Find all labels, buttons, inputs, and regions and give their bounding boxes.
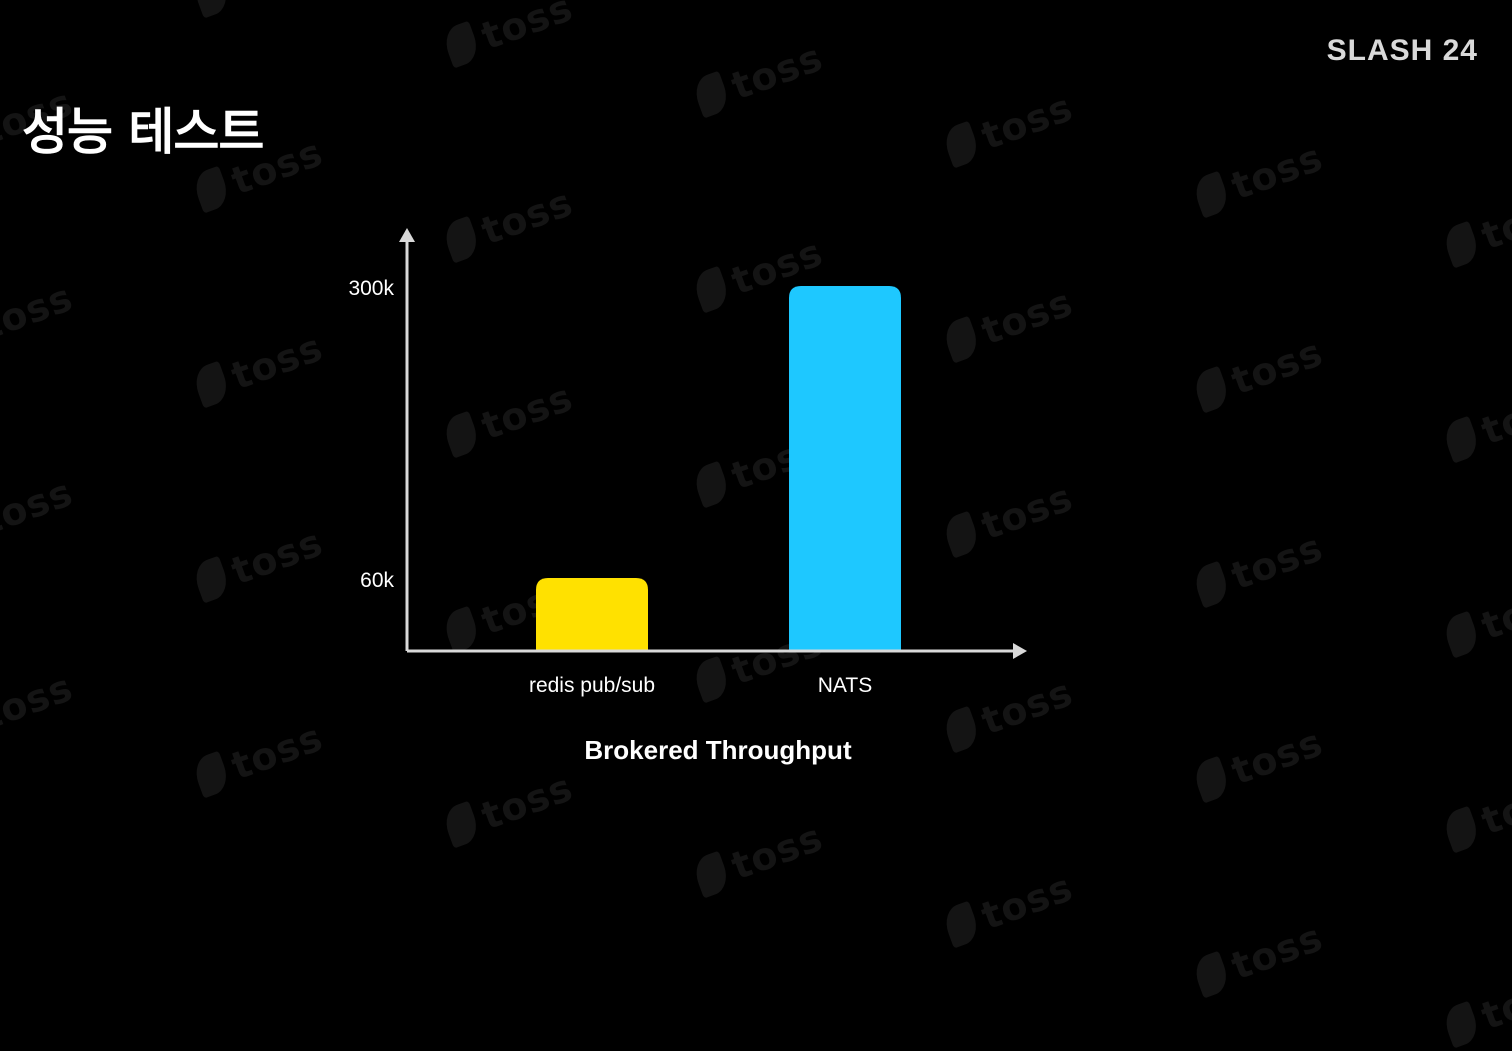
toss-leaf-icon <box>1440 1000 1483 1049</box>
toss-watermark: toss <box>1440 965 1512 1051</box>
toss-watermark: toss <box>940 865 1079 951</box>
brand-logo: SLASH 24 <box>1326 34 1478 67</box>
toss-leaf-icon <box>690 850 733 899</box>
toss-leaf-icon <box>940 900 983 949</box>
page-title: 성능 테스트 <box>22 103 264 161</box>
y-tick-labels: 60k 300k <box>348 277 394 592</box>
y-axis-arrow <box>399 228 415 242</box>
toss-leaf-icon <box>1190 950 1233 999</box>
bar-chart: 60k 300k redis pub/sub NATS Brokered Throu… <box>348 228 1027 765</box>
toss-leaf-icon <box>1440 805 1483 854</box>
x-category-label: NATS <box>818 674 872 697</box>
bar-redis-pub-sub <box>536 578 648 650</box>
x-category-labels: redis pub/sub NATS <box>529 674 872 697</box>
toss-watermark: toss <box>690 815 829 901</box>
chart-bars <box>536 286 901 650</box>
x-axis-title: Brokered Throughput <box>584 735 852 765</box>
chart-axes <box>399 228 1027 659</box>
y-tick-label: 60k <box>360 569 394 592</box>
toss-watermark: toss <box>1190 915 1329 1001</box>
x-category-label: redis pub/sub <box>529 674 655 697</box>
toss-leaf-icon <box>440 800 483 849</box>
x-axis-arrow <box>1013 643 1027 659</box>
bar-nats <box>789 286 901 650</box>
y-tick-label: 300k <box>348 277 394 300</box>
